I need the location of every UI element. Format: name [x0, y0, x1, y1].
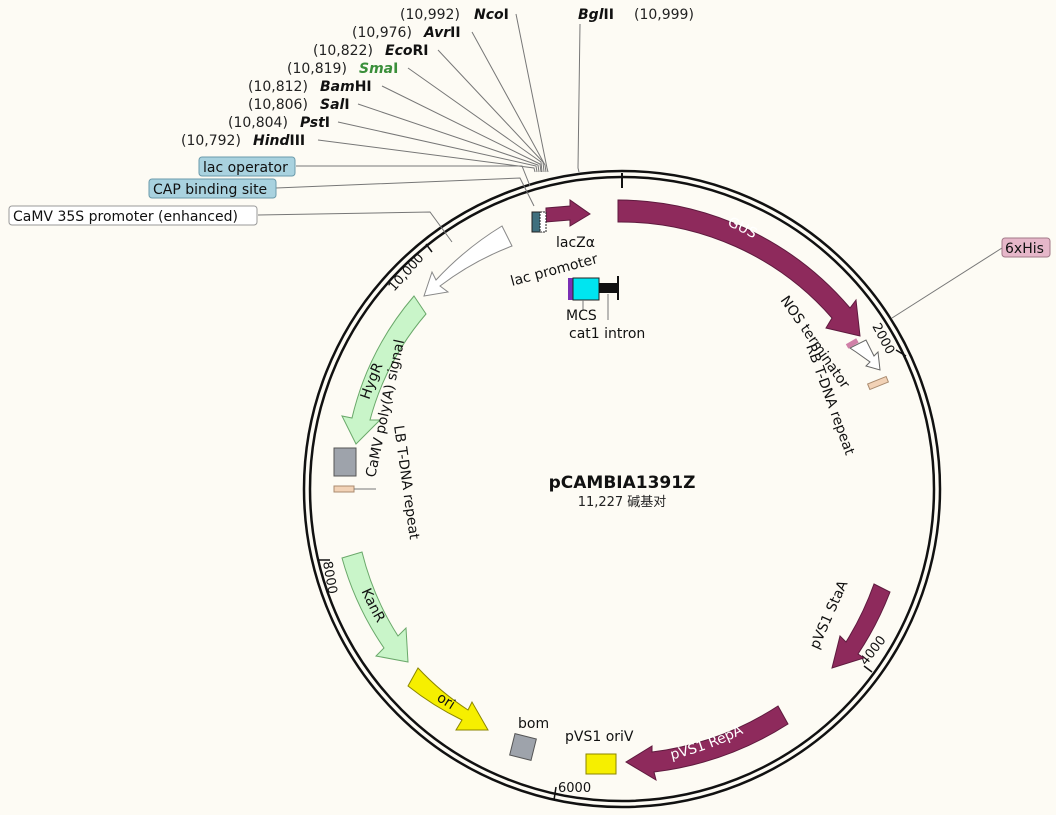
feature-bom[interactable] — [509, 733, 537, 761]
feature-lacz[interactable] — [545, 199, 591, 227]
label-bom: bom — [518, 716, 549, 732]
enzyme-hind[interactable]: (10,792) HindIII — [181, 133, 305, 149]
feature-lb-repeat[interactable] — [333, 485, 355, 493]
enzyme-eco[interactable]: (10,822) EcoRI — [313, 43, 428, 59]
label-mcs: MCS — [566, 308, 597, 324]
enzyme-bgl[interactable]: BglII (10,999) — [578, 7, 694, 23]
feature-mcs[interactable] — [568, 276, 619, 301]
svg-text:(10,812): (10,812) — [248, 79, 308, 95]
svg-text:(10,976): (10,976) — [352, 25, 412, 41]
svg-text:AvrII: AvrII — [423, 25, 461, 41]
feature-gus[interactable]: GUS — [617, 199, 861, 337]
svg-text:BamHI: BamHI — [320, 79, 372, 95]
feature-rb-repeat[interactable] — [866, 375, 890, 391]
feature-lac-promoter-block — [531, 211, 547, 233]
svg-text:(10,792): (10,792) — [181, 133, 241, 149]
plasmid-title: pCAMBIA1391Z — [549, 473, 696, 493]
enzyme-nco[interactable]: (10,992) NcoI — [400, 7, 509, 23]
enzyme-sal[interactable]: (10,806) SalI — [248, 97, 350, 113]
tick-6000: 6000 — [553, 781, 591, 801]
feature-ori[interactable]: ori — [407, 667, 489, 731]
svg-text:(10,992): (10,992) — [400, 7, 460, 23]
label-pvs1-oriv: pVS1 oriV — [565, 729, 634, 745]
feature-pvs1-repa[interactable]: pVS1 RepA — [625, 705, 789, 782]
svg-text:CAP binding site: CAP binding site — [153, 182, 267, 198]
svg-text:8000: 8000 — [319, 560, 340, 595]
svg-text:SalI: SalI — [320, 97, 350, 113]
enzyme-leaders — [257, 13, 1003, 319]
enzyme-bam[interactable]: (10,812) BamHI — [248, 79, 372, 95]
tag-camv35s-promoter[interactable]: CaMV 35S promoter (enhanced) — [8, 205, 258, 226]
enzyme-avr[interactable]: (10,976) AvrII — [352, 25, 461, 41]
tag-lac-operator[interactable]: lac operator — [198, 156, 296, 177]
feature-pvs1-oriv[interactable] — [585, 753, 617, 775]
svg-text:HindIII: HindIII — [253, 133, 305, 149]
tag-cap-binding-site[interactable]: CAP binding site — [148, 178, 277, 199]
svg-text:lac operator: lac operator — [203, 160, 288, 176]
svg-text:(10,804): (10,804) — [228, 115, 288, 131]
tick-8000: 8000 — [318, 559, 340, 595]
svg-text:(10,822): (10,822) — [313, 43, 373, 59]
plasmid-size: 11,227 碱基对 — [578, 495, 667, 510]
svg-text:(10,999): (10,999) — [634, 7, 694, 23]
label-lacz: lacZα — [556, 235, 595, 251]
svg-text:(10,819): (10,819) — [287, 61, 347, 77]
svg-text:6000: 6000 — [558, 781, 591, 796]
svg-text:2000: 2000 — [868, 321, 897, 357]
feature-camv-polya[interactable] — [333, 447, 357, 477]
svg-text:BglII: BglII — [578, 7, 614, 23]
feature-pvs1-staa[interactable] — [831, 583, 891, 669]
svg-text:(10,806): (10,806) — [248, 97, 308, 113]
tag-6xhis[interactable]: 6xHis — [1001, 237, 1051, 258]
label-lb-repeat: LB T-DNA repeat — [390, 424, 422, 541]
svg-text:PstI: PstI — [300, 115, 330, 131]
svg-text:SmaI: SmaI — [359, 61, 398, 77]
svg-text:6xHis: 6xHis — [1005, 241, 1044, 257]
feature-camv35s-promoter[interactable] — [423, 225, 513, 297]
label-cat1-intron: cat1 intron — [569, 326, 645, 342]
feature-nos-terminator[interactable] — [845, 338, 881, 371]
svg-text:NcoI: NcoI — [474, 7, 509, 23]
backbone-outer — [302, 169, 942, 809]
enzyme-pst[interactable]: (10,804) PstI — [228, 115, 330, 131]
svg-text:CaMV 35S promoter (enhanced): CaMV 35S promoter (enhanced) — [13, 209, 238, 225]
svg-text:10,000: 10,000 — [386, 251, 428, 295]
svg-text:EcoRI: EcoRI — [385, 43, 428, 59]
enzyme-sma[interactable]: (10,819) SmaI — [287, 61, 398, 77]
